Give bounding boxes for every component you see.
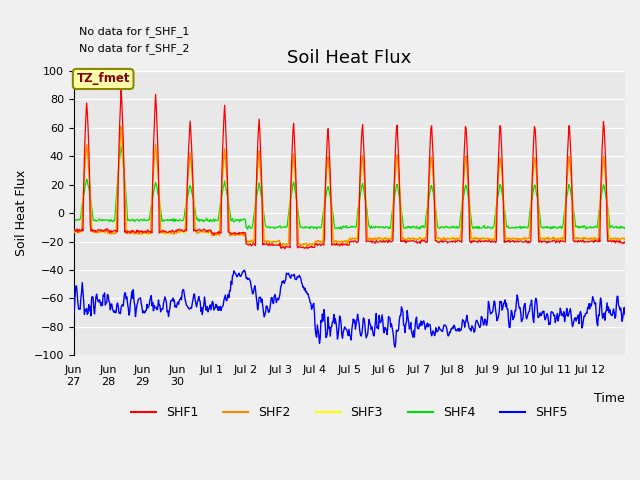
- Y-axis label: Soil Heat Flux: Soil Heat Flux: [15, 170, 28, 256]
- SHF5: [285, 270, 292, 276]
- SHF1: [237, 230, 244, 236]
- SHF2: [621, 235, 629, 241]
- SHF3: [264, 238, 271, 244]
- Text: TZ_fmet: TZ_fmet: [76, 72, 130, 85]
- SHF1: [281, 246, 289, 252]
- Line: SHF5: SHF5: [74, 270, 625, 347]
- SHF3: [285, 212, 293, 218]
- SHF4: [70, 217, 77, 223]
- SHF5: [438, 329, 446, 335]
- SHF4: [285, 205, 293, 211]
- SHF5: [134, 296, 142, 302]
- Text: No data for f_SHF_2: No data for f_SHF_2: [79, 43, 189, 54]
- SHF4: [621, 225, 629, 230]
- Line: SHF4: SHF4: [74, 146, 625, 229]
- Line: SHF2: SHF2: [74, 126, 625, 246]
- SHF1: [285, 244, 293, 250]
- SHF1: [264, 242, 271, 248]
- SHF2: [408, 236, 415, 241]
- SHF5: [408, 328, 415, 334]
- SHF3: [277, 243, 285, 249]
- SHF1: [621, 239, 629, 244]
- SHF5: [236, 273, 244, 278]
- SHF5: [264, 306, 271, 312]
- Line: SHF1: SHF1: [74, 90, 625, 249]
- SHF1: [117, 87, 125, 93]
- SHF2: [117, 123, 125, 129]
- SHF2: [135, 230, 143, 236]
- SHF5: [70, 312, 77, 318]
- SHF5: [621, 312, 629, 317]
- SHF3: [408, 236, 415, 241]
- SHF1: [408, 238, 415, 244]
- SHF1: [70, 228, 77, 234]
- Line: SHF3: SHF3: [74, 130, 625, 246]
- SHF3: [117, 127, 125, 132]
- SHF4: [408, 225, 415, 231]
- SHF3: [237, 233, 244, 239]
- SHF4: [117, 143, 125, 149]
- SHF1: [135, 229, 143, 235]
- SHF2: [264, 238, 271, 244]
- SHF4: [264, 224, 272, 229]
- SHF5: [391, 344, 399, 350]
- SHF1: [438, 239, 446, 245]
- SHF5: [240, 267, 248, 273]
- SHF4: [237, 217, 244, 223]
- SHF3: [621, 236, 629, 241]
- SHF2: [237, 232, 244, 238]
- SHF3: [70, 229, 77, 235]
- X-axis label: Time: Time: [595, 392, 625, 405]
- Text: No data for f_SHF_1: No data for f_SHF_1: [79, 26, 189, 37]
- SHF2: [285, 241, 292, 247]
- SHF3: [438, 236, 446, 241]
- SHF2: [70, 230, 77, 236]
- SHF3: [135, 230, 143, 236]
- Title: Soil Heat Flux: Soil Heat Flux: [287, 48, 412, 67]
- SHF4: [244, 227, 252, 232]
- SHF4: [438, 224, 446, 230]
- Legend: SHF1, SHF2, SHF3, SHF4, SHF5: SHF1, SHF2, SHF3, SHF4, SHF5: [126, 401, 573, 424]
- SHF4: [135, 218, 143, 224]
- SHF2: [297, 243, 305, 249]
- SHF2: [438, 236, 446, 242]
